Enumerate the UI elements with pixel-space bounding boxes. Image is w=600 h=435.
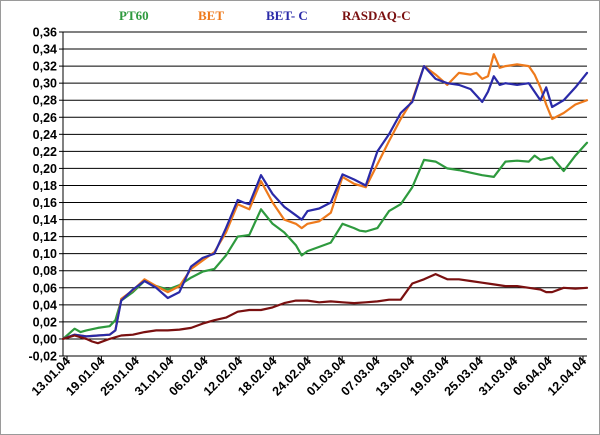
legend-label-1: BET [198, 8, 224, 23]
axes: -0,02 0,00 0,02 0,04 0,06 0,08 0,10 0,12 0,14 0,1… [29, 26, 590, 399]
series-line-1 [61, 53, 589, 340]
series-lines [61, 53, 589, 345]
legend-label-3: RASDAQ-C [342, 8, 411, 23]
y-tick-label: 0,02 [33, 315, 57, 329]
y-tick-label: 0,28 [33, 94, 57, 108]
y-tick-label: 0,18 [33, 179, 57, 193]
gridlines [63, 31, 587, 357]
y-tick-label: 0,22 [33, 145, 57, 159]
series-line-0 [61, 141, 589, 340]
y-tick-label: 0,26 [33, 111, 57, 125]
y-tick-label: 0,10 [33, 247, 57, 261]
y-tick-label: 0,04 [33, 298, 57, 312]
y-tick-label: 0,06 [33, 281, 57, 295]
y-tick-label: 0,32 [33, 60, 57, 74]
y-tick-label: 0,34 [33, 43, 57, 57]
y-tick-label: 0,36 [33, 26, 57, 40]
legend-label-2: BET- C [266, 8, 308, 23]
legend: PT60 BET BET- C RASDAQ-C [119, 8, 411, 23]
series-line-2 [61, 64, 589, 340]
y-tick-label: 0,12 [33, 230, 57, 244]
y-tick-label: 0,16 [33, 196, 57, 210]
y-tick-label: 0,08 [33, 264, 57, 278]
y-tick-label: -0,02 [29, 350, 58, 364]
y-tick-label: 0,14 [33, 213, 57, 227]
legend-label-0: PT60 [119, 8, 149, 23]
y-tick-label: 0,24 [33, 128, 57, 142]
y-tick-label: 0,00 [33, 332, 57, 346]
y-tick-label: 0,20 [33, 162, 57, 176]
series-line-3 [61, 273, 589, 345]
y-tick-label: 0,30 [33, 77, 57, 91]
